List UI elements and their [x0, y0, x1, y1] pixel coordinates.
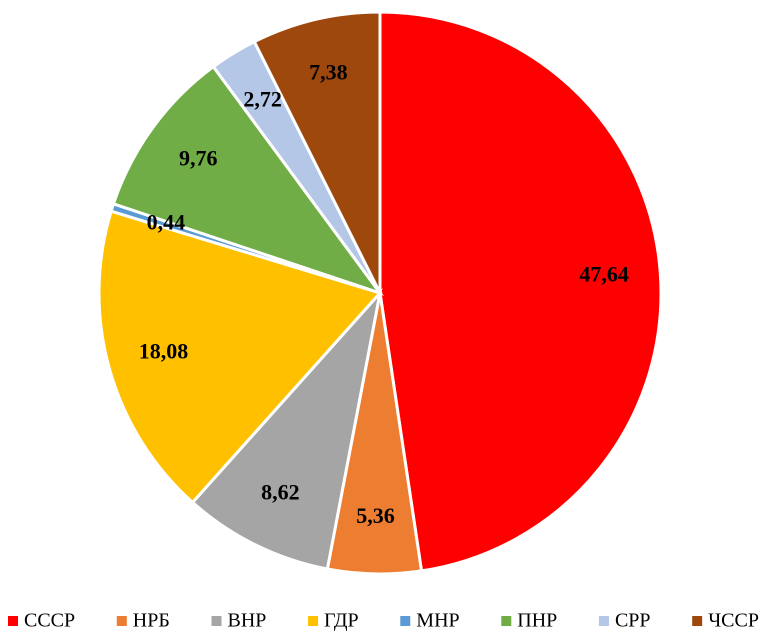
data-label: 47,64: [579, 261, 629, 286]
pie-slice: [378, 10, 663, 573]
data-label: 0,44: [147, 210, 186, 235]
data-label: 9,76: [179, 146, 218, 171]
data-label: 8,62: [261, 480, 300, 505]
legend-label: ГДР: [324, 610, 359, 632]
data-label: 7,38: [309, 59, 348, 84]
legend-label: ВНР: [228, 610, 267, 632]
legend-label: СРР: [615, 610, 651, 632]
legend-marker: [501, 616, 512, 626]
legend-label: НРБ: [133, 610, 170, 632]
legend-marker: [308, 616, 319, 626]
legend-marker: [211, 616, 222, 626]
data-label: 18,08: [139, 339, 189, 364]
legend-marker: [8, 616, 18, 626]
legend-label: МНР: [416, 610, 459, 632]
pie-slice: [111, 64, 385, 296]
legend-marker: [598, 616, 609, 626]
pie-slice: [97, 209, 383, 505]
legend-marker: [116, 616, 127, 626]
legend-label: ЧССР: [708, 610, 759, 632]
data-label: 2,72: [243, 86, 282, 111]
legend-marker: [400, 616, 411, 626]
legend-label: ПНР: [517, 610, 557, 632]
legend-label: СССР: [24, 610, 75, 632]
legend-marker: [692, 616, 703, 626]
pie-slice: [190, 287, 383, 571]
pie-slice: [252, 10, 382, 294]
data-label: 5,36: [356, 503, 395, 528]
